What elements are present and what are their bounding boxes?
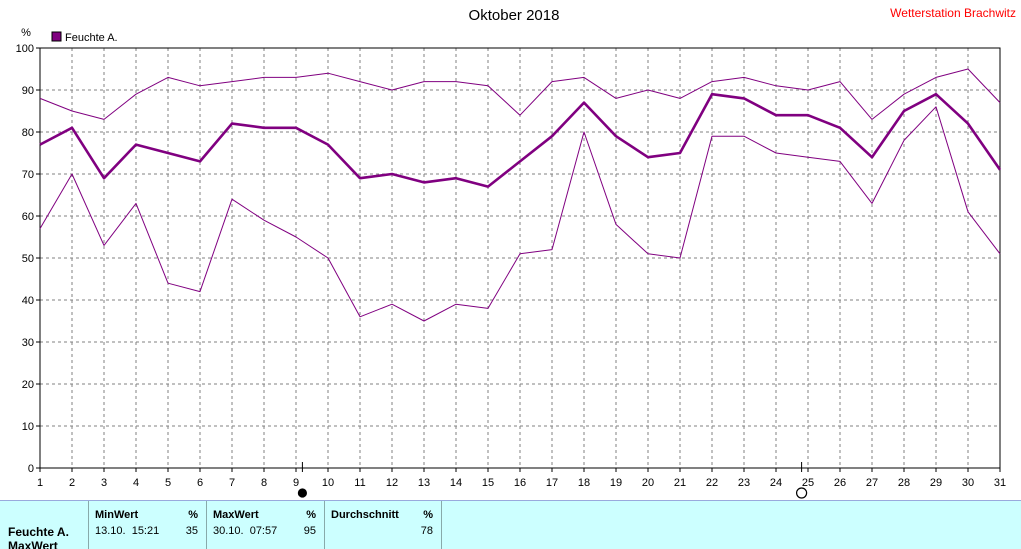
min-value: 35 bbox=[185, 525, 198, 537]
x-tick-label: 20 bbox=[642, 477, 654, 489]
y-tick-label: 50 bbox=[22, 253, 34, 265]
x-tick-label: 21 bbox=[674, 477, 686, 489]
stats-row-label: MaxWert bbox=[8, 539, 58, 549]
x-tick-label: 15 bbox=[482, 477, 494, 489]
x-tick-label: 30 bbox=[962, 477, 974, 489]
x-axis-ticks: 1 2 3 4 5 6 7 8 9 10 11 12 13 14 15 16 17 18 19 20 21 22 23 24 2… bbox=[37, 468, 1006, 489]
max-header: MaxWert bbox=[213, 509, 259, 521]
y-tick-label: 10 bbox=[22, 421, 34, 433]
x-tick-label: 23 bbox=[738, 477, 750, 489]
y-tick-label: 30 bbox=[22, 337, 34, 349]
x-tick-label: 13 bbox=[418, 477, 430, 489]
series-line-mean bbox=[39, 92, 1002, 188]
y-tick-label: 40 bbox=[22, 295, 34, 307]
stats-series-label: Feuchte A. bbox=[8, 525, 69, 539]
y-axis-ticks: 0 10 20 30 40 50 60 70 80 90 100 bbox=[16, 43, 40, 475]
x-tick-label: 10 bbox=[322, 477, 334, 489]
x-tick-label: 1 bbox=[37, 477, 43, 489]
avg-unit: % bbox=[423, 509, 433, 521]
y-tick-label: 20 bbox=[22, 379, 34, 391]
x-tick-label: 4 bbox=[133, 477, 139, 489]
full-moon-icon bbox=[297, 488, 307, 498]
x-tick-label: 6 bbox=[197, 477, 203, 489]
x-tick-label: 16 bbox=[514, 477, 526, 489]
x-tick-label: 7 bbox=[229, 477, 235, 489]
y-axis-unit: % bbox=[21, 27, 31, 39]
x-tick-label: 26 bbox=[834, 477, 846, 489]
series-line-min bbox=[39, 106, 1001, 322]
grid bbox=[39, 47, 1001, 469]
station-name: Wetterstation Brachwitz bbox=[890, 6, 1016, 20]
min-header: MinWert bbox=[95, 509, 139, 521]
chart-title: Oktober 2018 bbox=[469, 7, 560, 24]
min-unit: % bbox=[188, 509, 198, 521]
moon-markers bbox=[297, 462, 808, 499]
avg-header: Durchschnitt bbox=[331, 509, 399, 521]
max-datetime: 30.10. 07:57 bbox=[213, 525, 278, 537]
x-tick-label: 24 bbox=[770, 477, 782, 489]
min-datetime: 13.10. 15:21 bbox=[95, 525, 160, 537]
stats-avg-column: Durchschnitt % 78 bbox=[324, 501, 442, 549]
stats-label-column: Feuchte A. MaxWert bbox=[0, 501, 88, 549]
x-tick-label: 2 bbox=[69, 477, 75, 489]
y-tick-label: 90 bbox=[22, 85, 34, 97]
x-tick-label: 9 bbox=[293, 477, 299, 489]
legend-swatch bbox=[51, 31, 62, 42]
x-tick-label: 14 bbox=[450, 477, 462, 489]
humidity-chart: Oktober 2018 Wetterstation Brachwitz % F… bbox=[16, 6, 1016, 499]
y-tick-label: 70 bbox=[22, 169, 34, 181]
x-tick-label: 3 bbox=[101, 477, 107, 489]
x-tick-label: 22 bbox=[706, 477, 718, 489]
max-unit: % bbox=[306, 509, 316, 521]
y-tick-label: 60 bbox=[22, 211, 34, 223]
x-tick-label: 8 bbox=[261, 477, 267, 489]
x-tick-label: 25 bbox=[802, 477, 814, 489]
x-tick-label: 11 bbox=[354, 477, 365, 489]
y-tick-label: 80 bbox=[22, 127, 34, 139]
stats-max-column: MaxWert % 30.10. 07:57 95 bbox=[206, 501, 324, 549]
series-lines bbox=[39, 68, 1002, 322]
x-tick-label: 12 bbox=[386, 477, 398, 489]
x-tick-label: 18 bbox=[578, 477, 590, 489]
stats-min-column: MinWert % 13.10. 15:21 35 bbox=[88, 501, 206, 549]
series-line-max bbox=[39, 68, 1001, 120]
y-tick-label: 100 bbox=[16, 43, 34, 55]
x-tick-label: 29 bbox=[930, 477, 942, 489]
x-tick-label: 27 bbox=[866, 477, 878, 489]
max-value: 95 bbox=[303, 525, 316, 537]
x-tick-label: 31 bbox=[994, 477, 1006, 489]
new-moon-icon bbox=[795, 487, 808, 499]
y-tick-label: 0 bbox=[28, 463, 34, 475]
x-tick-label: 17 bbox=[546, 477, 558, 489]
x-tick-label: 19 bbox=[610, 477, 622, 489]
statistics-panel: Feuchte A. MaxWert MinWert % 13.10. 15:2… bbox=[0, 500, 1021, 549]
x-tick-label: 28 bbox=[898, 477, 910, 489]
x-tick-label: 5 bbox=[165, 477, 171, 489]
avg-value: 78 bbox=[420, 525, 433, 537]
legend-label: Feuchte A. bbox=[65, 32, 118, 44]
